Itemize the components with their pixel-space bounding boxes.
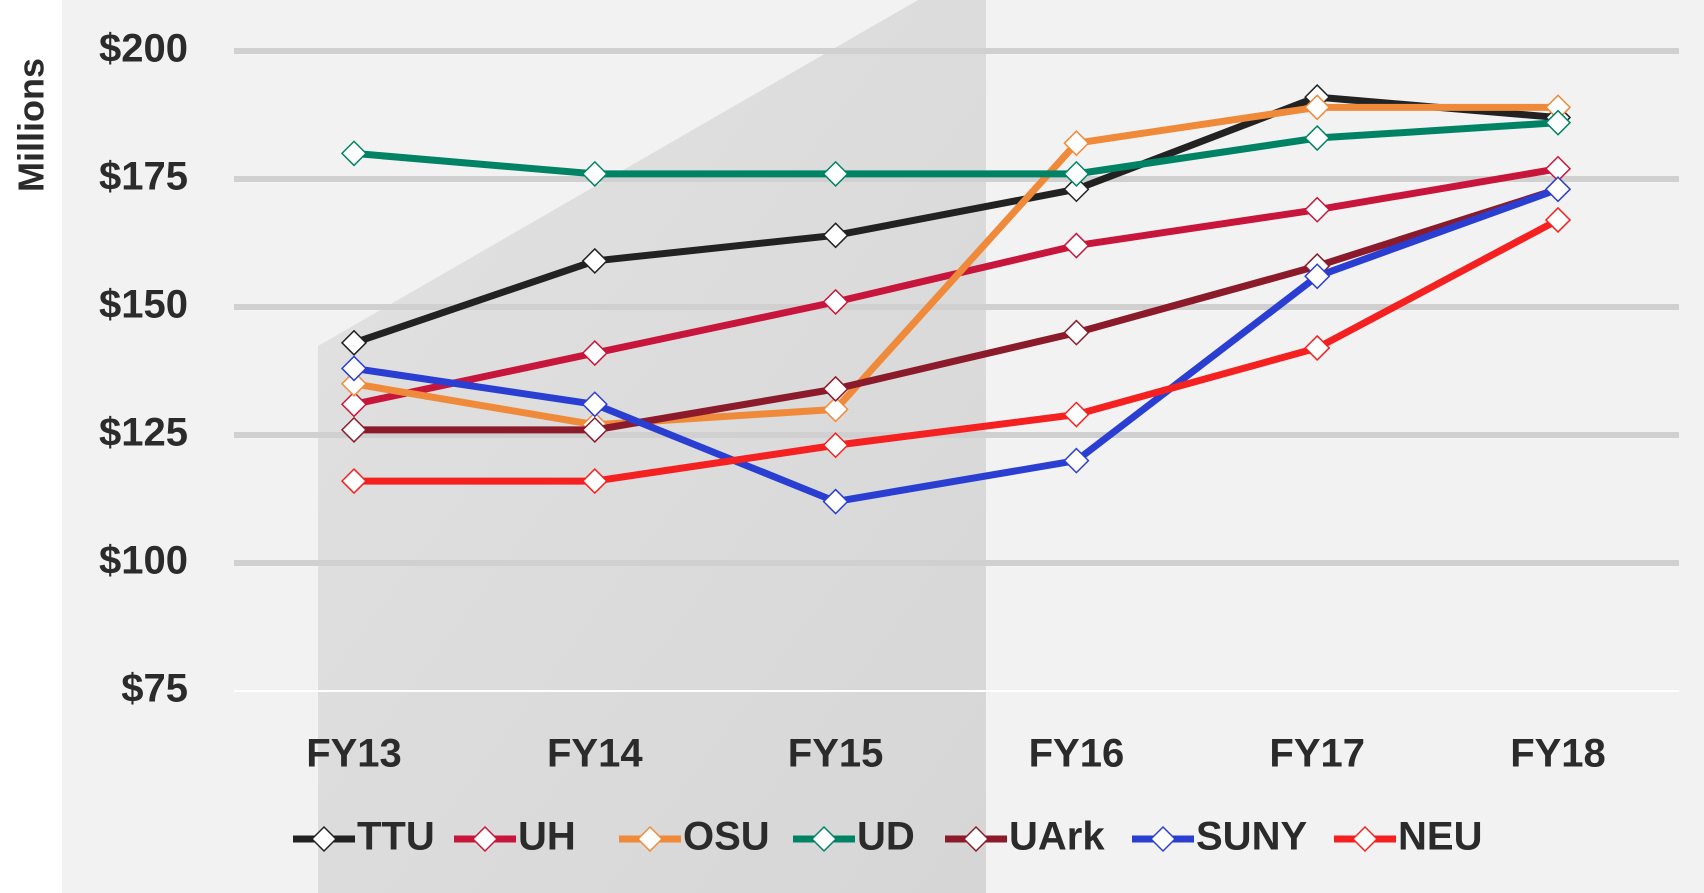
- series-line: [353, 185, 1560, 506]
- x-tick-label: FY14: [547, 732, 643, 776]
- legend-label: UH: [518, 815, 576, 859]
- marker: [822, 375, 849, 402]
- marker: [581, 247, 608, 274]
- marker: [340, 468, 368, 495]
- legend-marker: [962, 825, 990, 853]
- series-line: [354, 185, 1560, 434]
- side-strip: [0, 0, 62, 893]
- marker: [581, 416, 608, 443]
- marker: [340, 416, 368, 443]
- marker: [822, 222, 849, 249]
- marker: [1544, 206, 1572, 234]
- marker: [822, 160, 849, 187]
- legend-label: SUNY: [1196, 815, 1307, 859]
- marker: [340, 140, 368, 167]
- marker: [1304, 263, 1331, 290]
- legend-label: UArk: [1009, 815, 1105, 859]
- marker: [581, 340, 608, 367]
- y-tick-label: $125: [99, 411, 188, 455]
- series-line: [353, 103, 1558, 429]
- marker: [1304, 94, 1331, 121]
- series-line: [354, 216, 1560, 485]
- background-shape: [318, 0, 986, 893]
- x-tick-label: FY17: [1269, 732, 1365, 776]
- marker: [1063, 176, 1090, 203]
- marker: [340, 391, 368, 418]
- legend-label: TTU: [357, 815, 435, 859]
- series-line: [352, 93, 1559, 347]
- legend-marker: [1351, 825, 1379, 853]
- series-line: [353, 119, 1559, 178]
- legend-marker: [810, 825, 838, 853]
- y-tick-label: $175: [99, 155, 188, 199]
- marker: [1063, 319, 1090, 346]
- marker: [1304, 124, 1331, 152]
- marker: [340, 370, 368, 397]
- marker: [1063, 401, 1090, 428]
- legend-label: UD: [857, 815, 915, 859]
- marker: [1544, 109, 1572, 136]
- marker: [340, 329, 368, 356]
- y-tick-label: $150: [99, 283, 188, 327]
- marker: [822, 432, 849, 459]
- legend-marker: [471, 825, 499, 853]
- legend-label: OSU: [683, 815, 770, 859]
- marker: [1544, 176, 1572, 203]
- marker: [822, 288, 849, 315]
- y-axis-title: Millions: [11, 58, 52, 192]
- y-tick-label: $75: [121, 667, 188, 711]
- x-tick-label: FY13: [306, 732, 402, 776]
- y-tick-label: $200: [99, 27, 188, 71]
- marker: [1063, 160, 1090, 187]
- marker: [340, 355, 368, 382]
- marker: [1063, 232, 1090, 259]
- y-tick-label: $100: [99, 539, 188, 583]
- marker: [581, 468, 608, 495]
- legend-marker: [310, 825, 338, 853]
- legend-marker: [1149, 825, 1177, 853]
- marker: [1304, 334, 1331, 362]
- marker: [581, 160, 608, 187]
- marker: [822, 488, 849, 515]
- legend-marker: [636, 825, 664, 853]
- marker: [1304, 196, 1331, 223]
- marker: [581, 391, 608, 418]
- x-tick-label: FY16: [1029, 732, 1125, 776]
- marker: [822, 396, 849, 423]
- marker: [1063, 447, 1090, 474]
- legend-label: NEU: [1398, 815, 1482, 859]
- x-tick-label: FY18: [1510, 732, 1606, 776]
- marker: [1063, 130, 1090, 157]
- x-tick-label: FY15: [788, 732, 884, 776]
